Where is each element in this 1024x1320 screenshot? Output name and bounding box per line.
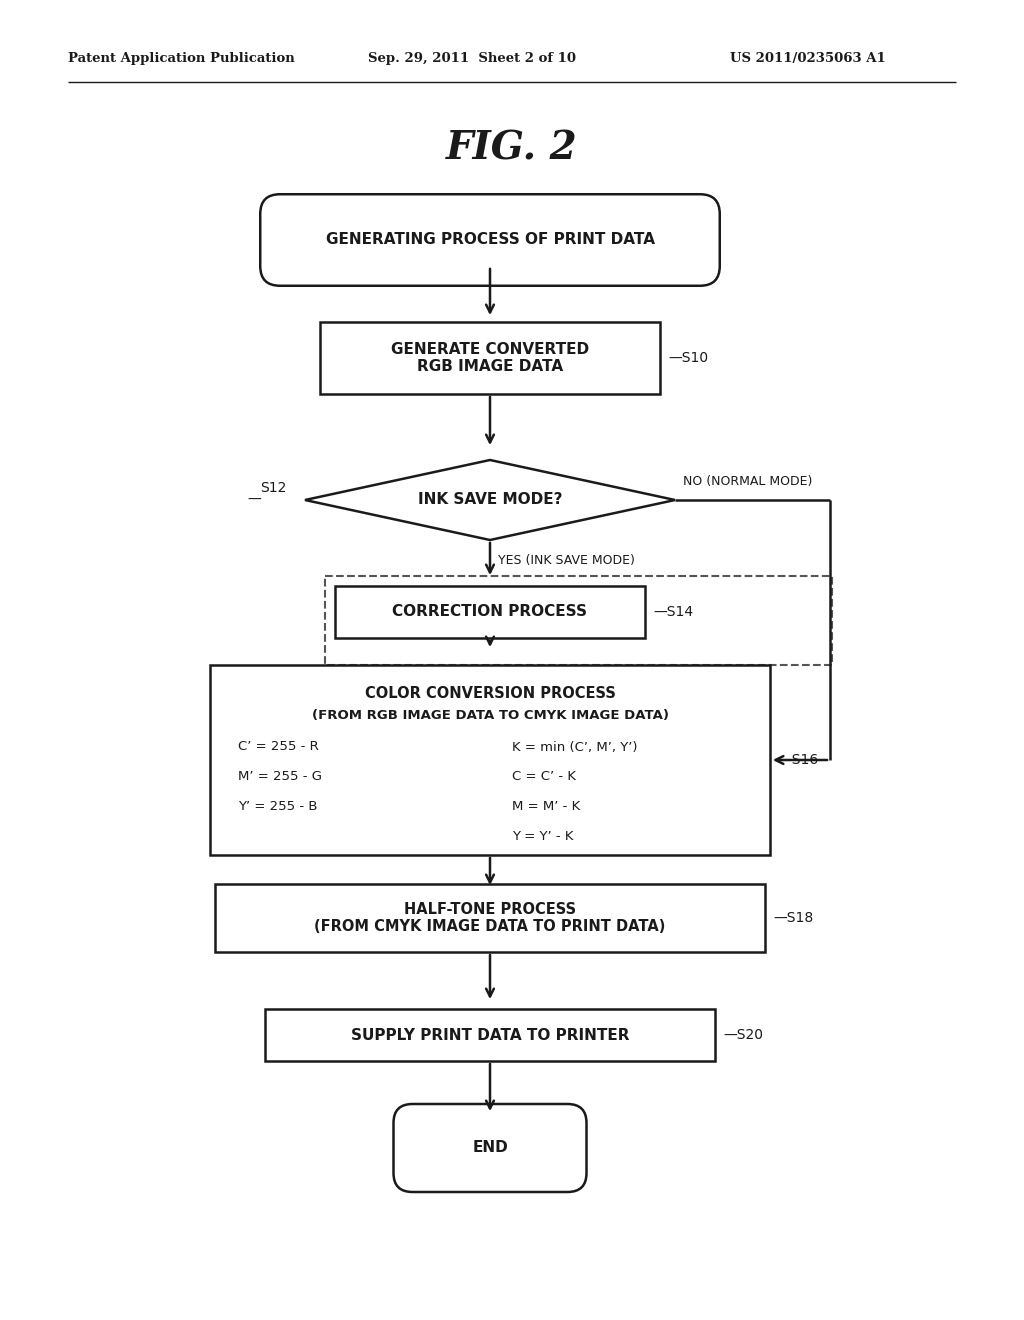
Text: (FROM RGB IMAGE DATA TO CMYK IMAGE DATA): (FROM RGB IMAGE DATA TO CMYK IMAGE DATA): [311, 709, 669, 722]
Bar: [319, 322, 660, 393]
Text: END: END: [472, 1140, 508, 1155]
Text: GENERATING PROCESS OF PRINT DATA: GENERATING PROCESS OF PRINT DATA: [326, 232, 654, 248]
Text: K = min (C’, M’, Y’): K = min (C’, M’, Y’): [512, 741, 638, 754]
Text: —S14: —S14: [653, 605, 693, 619]
Text: Y’ = 255 - B: Y’ = 255 - B: [238, 800, 317, 813]
Text: —S18: —S18: [773, 911, 813, 925]
Text: M = M’ - K: M = M’ - K: [512, 800, 581, 813]
Text: NO (NORMAL MODE): NO (NORMAL MODE): [683, 475, 812, 488]
Text: M’ = 255 - G: M’ = 255 - G: [238, 771, 322, 784]
Text: GENERATE CONVERTED
RGB IMAGE DATA: GENERATE CONVERTED RGB IMAGE DATA: [391, 342, 589, 374]
Text: —S20: —S20: [723, 1028, 763, 1041]
Text: INK SAVE MODE?: INK SAVE MODE?: [418, 492, 562, 507]
Text: Sep. 29, 2011  Sheet 2 of 10: Sep. 29, 2011 Sheet 2 of 10: [368, 51, 575, 65]
Text: FIG. 2: FIG. 2: [446, 129, 578, 168]
FancyBboxPatch shape: [393, 1104, 587, 1192]
Text: C = C’ - K: C = C’ - K: [512, 771, 575, 784]
Text: US 2011/0235063 A1: US 2011/0235063 A1: [730, 51, 886, 65]
Text: C’ = 255 - R: C’ = 255 - R: [238, 741, 318, 754]
Text: S12: S12: [260, 480, 287, 495]
Polygon shape: [305, 459, 675, 540]
Text: SUPPLY PRINT DATA TO PRINTER: SUPPLY PRINT DATA TO PRINTER: [351, 1027, 630, 1043]
Text: —S16: —S16: [778, 752, 818, 767]
Bar: [325, 576, 831, 665]
Text: —: —: [247, 492, 261, 507]
Text: Y = Y’ - K: Y = Y’ - K: [512, 830, 573, 843]
Text: HALF-TONE PROCESS
(FROM CMYK IMAGE DATA TO PRINT DATA): HALF-TONE PROCESS (FROM CMYK IMAGE DATA …: [314, 902, 666, 935]
Bar: [210, 665, 770, 855]
Bar: [215, 884, 765, 952]
Text: Patent Application Publication: Patent Application Publication: [68, 51, 295, 65]
Text: CORRECTION PROCESS: CORRECTION PROCESS: [392, 605, 588, 619]
Bar: [335, 586, 645, 638]
Text: YES (INK SAVE MODE): YES (INK SAVE MODE): [498, 554, 635, 568]
Bar: [265, 1008, 715, 1061]
FancyBboxPatch shape: [260, 194, 720, 285]
Text: —S10: —S10: [668, 351, 709, 366]
Text: COLOR CONVERSION PROCESS: COLOR CONVERSION PROCESS: [365, 685, 615, 701]
